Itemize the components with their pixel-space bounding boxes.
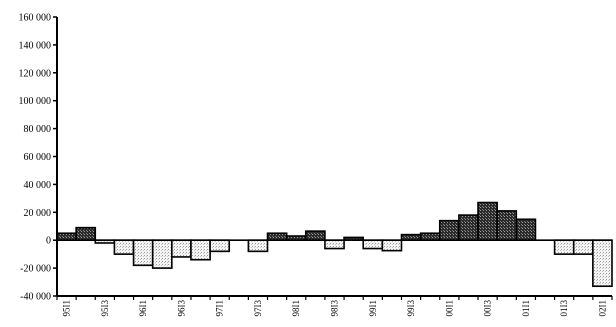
y-tick-label: 140 000	[19, 40, 52, 51]
bar-00I4	[496, 210, 518, 242]
bar-99I2	[381, 239, 403, 252]
x-tick-label: 99I1	[368, 300, 378, 317]
y-tick-label: 80 000	[24, 124, 52, 135]
x-tick-label: 99I3	[406, 300, 416, 317]
bar-95I4	[113, 239, 135, 255]
bar-99I4	[419, 232, 441, 241]
y-tick-label: 120 000	[19, 68, 52, 79]
x-tick-label: 98I1	[291, 300, 301, 317]
x-tick-label: 00I3	[483, 300, 493, 317]
bar-98I3	[324, 239, 345, 250]
bar-99I1	[362, 239, 384, 250]
bar-02I1	[592, 239, 613, 288]
bar-97I3	[247, 239, 269, 253]
bar-97I4	[266, 232, 288, 241]
x-tick-label: 96I1	[138, 300, 148, 317]
y-tick-label: 60 000	[24, 152, 52, 163]
x-tick-label: 96I3	[176, 300, 186, 317]
y-tick-label: 160 000	[19, 13, 52, 24]
y-tick-label: 40 000	[24, 180, 52, 191]
bars-layer	[56, 201, 613, 288]
y-tick-label: -20 000	[20, 264, 51, 275]
bar-95I2	[75, 226, 97, 241]
bar-00I1	[438, 219, 460, 241]
bar-98I2	[304, 230, 326, 242]
bar-96I1	[132, 239, 154, 267]
x-tick-label: 00I1	[444, 300, 454, 317]
bar-96I3	[171, 239, 192, 258]
y-tick-label: -40 000	[20, 292, 51, 303]
bar-99I3	[400, 233, 422, 241]
x-tick-label: 01I1	[521, 300, 531, 317]
y-tick-label: 100 000	[19, 96, 52, 107]
bar-01I3	[553, 239, 575, 255]
bar-00I3	[477, 201, 498, 241]
bar-00I2	[458, 214, 479, 241]
bar-96I2	[151, 239, 173, 269]
x-tick-label: 01I3	[559, 300, 569, 317]
x-tick-label: 02I1	[597, 300, 607, 317]
bar-01I4	[572, 239, 594, 255]
x-tick-label: 97I3	[253, 300, 263, 317]
bar-96I4	[190, 239, 211, 261]
bar-01I1	[515, 218, 537, 242]
x-tick-label: 95I3	[100, 300, 110, 317]
x-tick-label: 97I1	[215, 300, 225, 317]
x-tick-label: 98I3	[330, 300, 340, 317]
axes-layer: -40 000 -20 000 0 20 000 40 000 60 000 80 000 1…	[19, 13, 613, 317]
y-tick-label: 0	[46, 236, 51, 247]
y-tick-label: 20 000	[24, 208, 52, 219]
bar-95I1	[56, 232, 77, 241]
x-tick-label: 95I1	[62, 300, 72, 317]
bar-97I1	[209, 239, 231, 253]
